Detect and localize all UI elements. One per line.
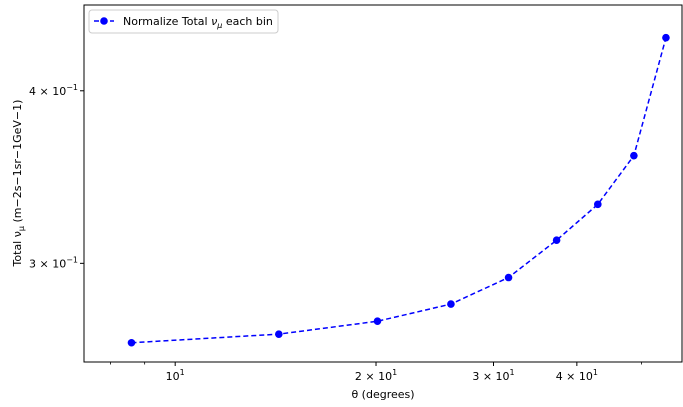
legend-label-nu: ν xyxy=(211,15,217,28)
legend-label: Normalize Total νμ each bin xyxy=(123,15,273,30)
x-tick-label: 101 xyxy=(166,368,185,383)
legend-label-prefix: Normalize Total xyxy=(123,15,211,28)
legend-label-mu: μ xyxy=(216,21,222,30)
data-point xyxy=(447,300,455,308)
plot-area xyxy=(83,4,683,363)
y-axis: 3 × 10−1 4 × 10−1 xyxy=(29,83,84,270)
y-label-prefix: Total xyxy=(11,237,24,267)
y-axis-label: Total νμ (m−2s−1sr−1GeV−1) xyxy=(11,100,26,268)
x-tick-label: 2 × 101 xyxy=(355,368,397,383)
data-point xyxy=(630,151,638,160)
x-tick-label: 3 × 101 xyxy=(472,368,514,383)
x-axis: 101 2 × 101 3 × 101 4 × 101 xyxy=(110,362,642,383)
legend-label-suffix: each bin xyxy=(222,15,273,28)
axes-frame xyxy=(83,4,683,363)
data-point xyxy=(552,236,561,245)
data-point xyxy=(504,273,513,282)
x-axis-label: θ (degrees) xyxy=(351,388,414,401)
legend: Normalize Total νμ each bin xyxy=(88,9,279,34)
data-point xyxy=(127,338,136,347)
data-point xyxy=(275,330,283,338)
y-label-mu: μ xyxy=(17,226,26,231)
data-point xyxy=(662,33,670,42)
y-label-suffix: (m−2s−1sr−1GeV−1) xyxy=(11,100,24,226)
series-layer xyxy=(127,33,670,347)
legend-box xyxy=(88,9,279,34)
data-point xyxy=(373,317,382,326)
y-tick-label: 3 × 10−1 xyxy=(29,255,78,270)
x-tick-label: 4 × 101 xyxy=(556,368,598,383)
y-label-nu: ν xyxy=(11,231,24,237)
legend-marker xyxy=(100,17,108,25)
data-point xyxy=(594,200,602,209)
y-tick-label: 4 × 10−1 xyxy=(29,83,78,98)
